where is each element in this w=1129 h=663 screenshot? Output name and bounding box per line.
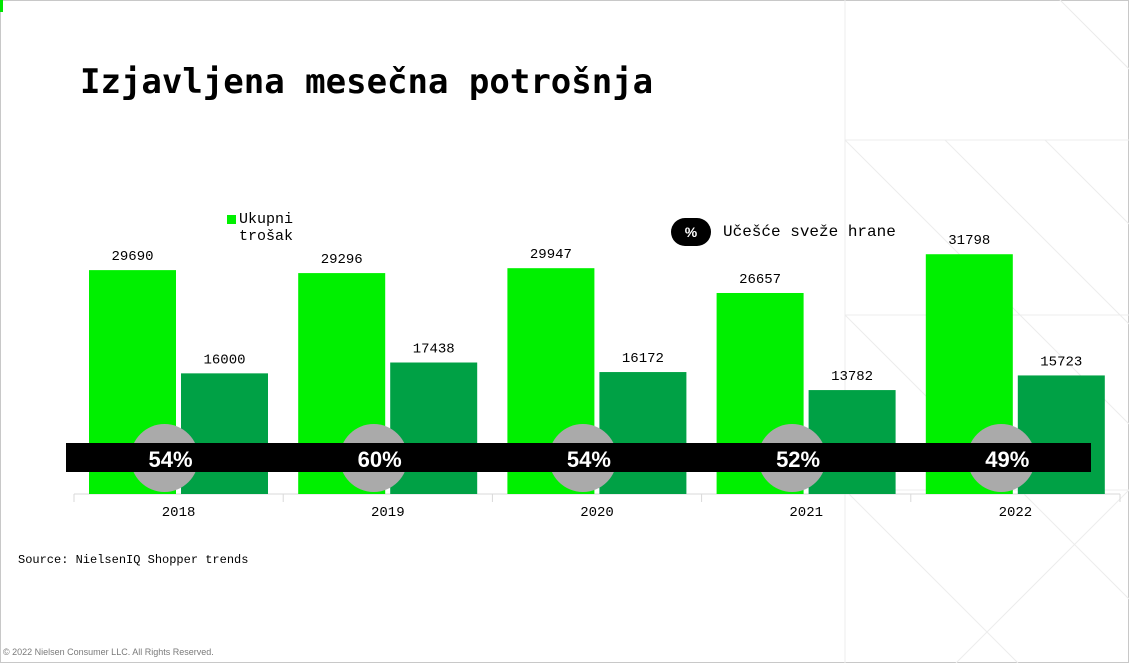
data-label-total-2022: 31798 [948,233,990,249]
bar-fresh-2021 [808,390,896,494]
bar-fresh-2022 [1017,375,1105,494]
x-tick-label-2019: 2019 [371,505,405,521]
share-label-2020: 54% [567,447,611,472]
bar-fresh-2020 [599,372,687,494]
legend-label-fresh-share: Učešće sveže hrane [723,223,896,241]
data-label-total-2018: 29690 [111,249,153,265]
bar-fresh-2019 [390,362,478,494]
corner-accent [0,0,3,12]
share-label-2018: 54% [148,447,192,472]
data-label-fresh-2020: 16172 [622,351,664,367]
data-label-total-2020: 29947 [530,247,572,263]
chart-title: Izjavljena mesečna potrošnja [80,62,654,102]
fresh-share-band [66,443,1091,472]
x-tick-label-2022: 2022 [999,505,1033,521]
data-label-total-2019: 29296 [321,252,363,268]
x-tick-label-2018: 2018 [162,505,196,521]
data-label-fresh-2022: 15723 [1040,354,1082,370]
source-note: Source: NielsenIQ Shopper trends [18,553,249,567]
x-tick-label-2021: 2021 [789,505,823,521]
data-label-fresh-2018: 16000 [203,352,245,368]
data-label-fresh-2019: 17438 [413,342,455,358]
legend-percent-badge: % [671,218,711,246]
legend-total-spend: Ukupni trošak [227,211,319,245]
legend-label-total: Ukupni trošak [239,211,294,245]
data-label-fresh-2021: 13782 [831,369,873,385]
share-label-2022: 49% [985,447,1029,472]
bar-fresh-2018 [181,373,268,494]
share-label-2019: 60% [358,447,402,472]
legend-fresh-share: % Učešće sveže hrane [671,218,896,246]
copyright-note: © 2022 Nielsen Consumer LLC. All Rights … [3,647,214,657]
share-label-2021: 52% [776,447,820,472]
data-label-total-2021: 26657 [739,272,781,288]
legend-swatch-total [227,215,236,224]
x-tick-label-2020: 2020 [580,505,614,521]
